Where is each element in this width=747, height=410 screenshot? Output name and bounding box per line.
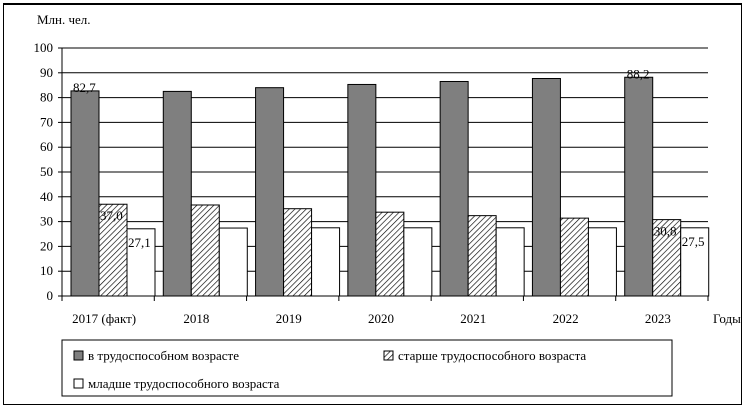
legend-swatch <box>73 378 84 389</box>
data-label: 27,1 <box>128 235 151 250</box>
data-label: 37,0 <box>100 208 123 223</box>
bar <box>403 227 433 297</box>
legend-label: младше трудоспособного возраста <box>88 376 280 391</box>
y-tick-label: 50 <box>40 164 53 179</box>
x-tick-label: 2018 <box>183 311 209 326</box>
data-label: 30,8 <box>654 224 677 239</box>
bar <box>162 90 192 297</box>
x-tick-label: 2020 <box>368 311 394 326</box>
y-tick-label: 70 <box>40 114 53 129</box>
bar <box>587 227 617 297</box>
legend-swatch <box>73 350 84 361</box>
y-tick-label: 20 <box>40 238 53 253</box>
data-label: 27,5 <box>682 234 705 249</box>
data-label: 82,7 <box>73 80 96 95</box>
bar <box>467 215 497 297</box>
bar <box>255 87 285 297</box>
bar <box>495 227 525 297</box>
bar <box>680 227 710 297</box>
y-tick-label: 0 <box>47 288 54 303</box>
y-tick-label: 30 <box>40 214 53 229</box>
x-axis-label: Годы <box>713 311 741 326</box>
x-tick-label: 2022 <box>553 311 579 326</box>
x-tick-label: 2019 <box>276 311 302 326</box>
bar <box>70 90 100 297</box>
legend: в трудоспособном возрасте старше трудоспо… <box>73 348 586 391</box>
bars: 82,7 88,2 37,0 30,8 27,1 27,5 <box>70 66 710 297</box>
bar <box>98 203 128 297</box>
bar <box>624 76 654 297</box>
legend-swatch <box>383 350 394 361</box>
bar <box>126 228 156 297</box>
bar <box>531 78 561 297</box>
bar <box>347 83 377 297</box>
legend-box <box>61 339 673 397</box>
y-axis-label: Млн. чел. <box>37 12 91 27</box>
y-tick-label: 40 <box>40 189 53 204</box>
bar <box>311 227 341 297</box>
y-tick-label: 60 <box>40 139 53 154</box>
bar <box>218 227 248 297</box>
bar <box>439 80 469 297</box>
bar <box>559 217 589 297</box>
data-label: 88,2 <box>627 66 650 81</box>
y-tick-label: 90 <box>40 65 53 80</box>
bar <box>190 204 220 297</box>
x-tick-label: 2021 <box>460 311 486 326</box>
y-tick-label: 10 <box>40 263 53 278</box>
bar <box>375 211 405 297</box>
bar <box>283 208 313 297</box>
y-tick-label: 80 <box>40 90 53 105</box>
legend-label: старше трудоспособного возраста <box>398 348 586 363</box>
axes: 0 10 20 30 40 50 60 70 80 90 100 2017 (факт) 2018 201… <box>34 40 709 326</box>
y-tick-label: 100 <box>34 40 54 55</box>
x-tick-label: 2017 (факт) <box>72 311 136 326</box>
legend-label: в трудоспособном возрасте <box>88 348 239 363</box>
x-tick-label: 2023 <box>645 311 671 326</box>
